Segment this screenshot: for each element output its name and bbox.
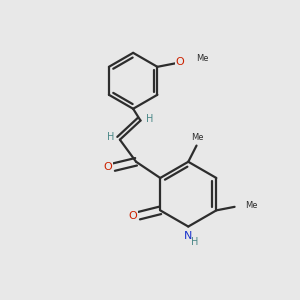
- Text: H: H: [107, 132, 114, 142]
- Text: Me: Me: [191, 133, 203, 142]
- Text: Me: Me: [245, 201, 257, 210]
- Text: H: H: [191, 237, 198, 247]
- Text: N: N: [184, 231, 193, 241]
- Text: O: O: [103, 162, 112, 172]
- Text: O: O: [128, 211, 137, 221]
- Text: Me: Me: [196, 54, 208, 63]
- Text: H: H: [146, 114, 154, 124]
- Text: O: O: [176, 57, 184, 67]
